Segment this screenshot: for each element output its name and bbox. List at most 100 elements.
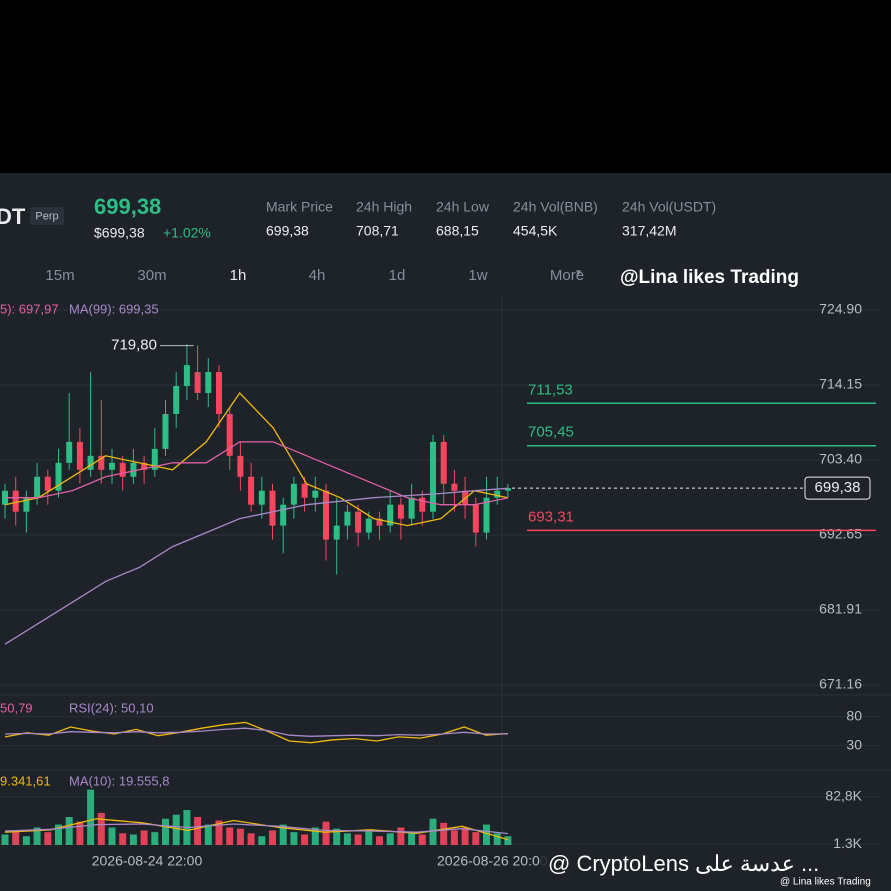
volume-bar: [301, 834, 309, 845]
candle-body: [162, 413, 169, 449]
candle-body: [66, 441, 73, 463]
candle-body: [397, 504, 404, 519]
timeframe-tab[interactable]: 15m: [45, 267, 74, 284]
stat-value: 454,5K: [513, 223, 558, 239]
volume-bar: [65, 817, 73, 845]
symbol: DT: [0, 204, 26, 229]
volume-bar: [194, 817, 202, 845]
volume-bar: [33, 827, 41, 845]
indicator-line: [5, 441, 509, 506]
price-level-label: 711,53: [528, 381, 573, 398]
candle-body: [494, 490, 501, 498]
stat-value: 708,71: [356, 223, 399, 239]
timeframe-tab[interactable]: 4h: [309, 267, 326, 284]
candle-body: [98, 455, 105, 470]
watermark-bg: [540, 848, 891, 891]
candle-body: [226, 413, 233, 456]
timeframe-tab[interactable]: 30m: [137, 267, 166, 284]
app-panel: [0, 173, 891, 891]
stat-value: 699,38: [266, 223, 309, 239]
y-tick-label: 671.16: [819, 676, 862, 692]
candle-body: [173, 386, 180, 414]
indicator-line: [4, 823, 508, 835]
y-tick-label: 80: [846, 707, 862, 723]
candle-body: [483, 497, 490, 533]
candle-body: [430, 441, 436, 512]
volume-bar: [22, 836, 30, 845]
candle-body: [23, 497, 30, 512]
legend-entry: 50,79: [0, 700, 33, 715]
price-level-label: 705,45: [528, 424, 574, 441]
volume-bar: [418, 834, 426, 845]
candle-body: [472, 504, 479, 533]
candle-body: [333, 525, 340, 540]
volume-bar: [450, 830, 458, 845]
candle-body: [280, 504, 287, 526]
legend-entry: 5): 697,97: [0, 301, 59, 316]
candle-body: [205, 372, 212, 394]
volume-bar: [12, 830, 20, 845]
indicator-line: [4, 487, 508, 645]
timeframe-tab[interactable]: 1d: [389, 267, 406, 284]
timeframe-tab[interactable]: 1w: [468, 267, 487, 284]
volume-bar: [376, 836, 383, 845]
volume-bar: [119, 833, 127, 845]
stat-value: 688,15: [436, 223, 479, 239]
candle-body: [301, 483, 308, 498]
candle-body: [258, 490, 265, 505]
candle-body: [151, 448, 158, 470]
volume-bar: [140, 830, 148, 845]
y-tick-label: 692.65: [819, 526, 862, 542]
candle-body: [237, 455, 244, 477]
watermark-small: @ Lina likes Trading: [780, 877, 871, 888]
x-date: 2026-08-24 22:00: [92, 853, 203, 869]
volume-bar: [129, 834, 137, 845]
timeframe-tab[interactable]: 1h: [230, 267, 247, 284]
stat-label: 24h Low: [436, 199, 490, 215]
candle-body: [419, 497, 426, 512]
candle-body: [290, 483, 297, 505]
candle-body: [344, 511, 351, 526]
y-tick-label: 724.90: [819, 301, 862, 317]
volume-bar: [290, 832, 298, 845]
indicator-line: [4, 721, 508, 744]
volume-bar: [204, 824, 212, 845]
volume-bar: [279, 824, 287, 845]
volume-bar: [504, 836, 512, 845]
stat-label: Mark Price: [266, 199, 333, 215]
timeframe-tab[interactable]: More: [550, 267, 584, 284]
legend-entry: 9.341,61: [0, 773, 51, 788]
candle-body: [34, 476, 41, 498]
volume-bar: [322, 821, 330, 845]
volume-bar: [461, 827, 469, 845]
volume-bar: [1, 834, 9, 845]
x-date: 2026-08-26 20:00: [437, 853, 548, 869]
candle-body: [365, 518, 372, 533]
y-tick-label: 714.15: [819, 376, 862, 392]
candle-body: [55, 462, 62, 491]
indicator-line: [4, 391, 509, 527]
legend-entry: RSI(24): 50,10: [69, 700, 154, 715]
y-tick-label: 82,8K: [825, 787, 862, 803]
badge-bg: [30, 207, 64, 225]
candle-body: [376, 518, 383, 526]
volume-bar: [44, 832, 52, 845]
candle-body: [504, 488, 511, 491]
volume-bar: [311, 827, 319, 845]
y-tick-label: 30: [846, 736, 862, 752]
volume-bar: [247, 833, 255, 845]
last-price-box: [804, 476, 871, 500]
candle-body: [87, 455, 94, 470]
volume-bar: [343, 833, 351, 845]
top-bar: [0, 0, 891, 173]
volume-bar: [386, 833, 394, 845]
legend-entry: MA(10): 19.555,8: [69, 773, 169, 788]
stat-value: 317,42M: [622, 223, 676, 239]
candle-body: [312, 490, 319, 498]
volume-bar: [269, 830, 276, 845]
last-price-label: 699,38: [815, 479, 861, 496]
volume-bar: [226, 827, 234, 845]
volume-bar: [483, 824, 490, 845]
